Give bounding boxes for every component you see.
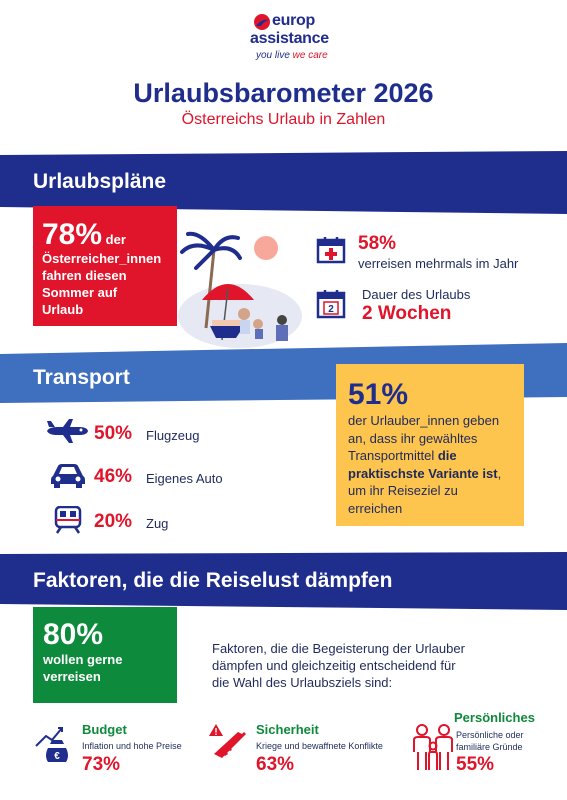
plans-stat1-text: verreisen mehrmals im Jahr bbox=[358, 256, 519, 271]
factor-budget-desc: Inflation und hohe Preise bbox=[82, 741, 182, 751]
factor-budget-title: Budget bbox=[82, 722, 127, 737]
page-title: Urlaubsbarometer 2026 bbox=[133, 78, 434, 108]
factor-personal-title: Persönliches bbox=[454, 710, 535, 725]
transport-highlight-line5: um ihr Reiseziel zu bbox=[348, 483, 458, 498]
factor-personal-pct: 55% bbox=[456, 754, 495, 775]
plans-stat2-label: Dauer des Urlaubs bbox=[362, 287, 471, 302]
brand-tagline-part2: we care bbox=[289, 50, 328, 61]
plans-main-pct: 78% bbox=[42, 218, 103, 251]
plans-main-line1: Österreicher_innen bbox=[42, 251, 162, 266]
plans-stat2-value: 2 Wochen bbox=[362, 303, 452, 324]
money-bag-icon: € bbox=[35, 727, 68, 762]
transport-highlight-line3-bold: die bbox=[437, 448, 457, 463]
calendar-plus-icon bbox=[316, 237, 346, 264]
transport-item3-pct: 20% bbox=[94, 511, 133, 532]
transport-item1-label: Flugzeug bbox=[146, 428, 200, 443]
train-icon bbox=[54, 506, 82, 534]
plans-main-line3: Sommer auf bbox=[42, 285, 118, 300]
plans-main-line4: Urlaub bbox=[42, 302, 84, 317]
transport-item3-label: Zug bbox=[146, 516, 169, 531]
factors-intro: Faktoren, die die Begeisterung der Urlau… bbox=[212, 640, 465, 691]
factor-safety-desc: Kriege und bewaffnete Konflikte bbox=[256, 741, 383, 751]
factors-intro-line1: Faktoren, die die Begeisterung der Urlau… bbox=[212, 641, 465, 656]
brand-tagline-part1: you live bbox=[256, 50, 290, 61]
brand-logo-icon bbox=[254, 14, 270, 30]
airplane-icon bbox=[47, 419, 88, 443]
factor-personal-desc: Persönliche oder familiäre Gründe bbox=[456, 729, 524, 753]
section-title-plans: Urlaubspläne bbox=[33, 170, 167, 193]
calendar-day-number: 2 bbox=[328, 304, 334, 315]
factors-intro-line3: die Wahl des Urlaubsziels sind: bbox=[212, 675, 393, 690]
transport-item2-label: Eigenes Auto bbox=[146, 471, 223, 486]
calendar-day-icon: 2 bbox=[316, 290, 346, 319]
factor-safety-title: Sicherheit bbox=[256, 722, 319, 737]
factor-safety-pct: 63% bbox=[256, 754, 295, 775]
transport-highlight-line4-post: , bbox=[497, 465, 502, 481]
plans-main-line2: fahren diesen bbox=[42, 268, 127, 283]
stat-box-78: 78% der Österreicher_innen fahren diesen… bbox=[33, 206, 177, 326]
plans-stat1-pct: 58% bbox=[358, 233, 397, 254]
stat-box-80: 80% wollen gerne verreisen bbox=[33, 607, 177, 703]
page-subtitle: Österreichs Urlaub in Zahlen bbox=[181, 111, 386, 128]
transport-highlight-line3: Transportmittel die bbox=[348, 447, 514, 465]
factor-budget-pct: 73% bbox=[82, 754, 121, 775]
transport-highlight-line3-pre: Transportmittel bbox=[348, 448, 438, 463]
plans-main-word: der bbox=[102, 232, 126, 247]
transport-item2-pct: 46% bbox=[94, 466, 133, 487]
transport-highlight-line1: der Urlauber_innen geben bbox=[348, 413, 500, 428]
beach-illustration bbox=[178, 231, 302, 348]
factors-main-pct: 80% bbox=[43, 618, 104, 651]
brand-name-line1: europ bbox=[272, 12, 315, 29]
car-icon bbox=[51, 464, 85, 488]
section-title-transport: Transport bbox=[33, 366, 130, 389]
factors-intro-line2: dämpfen und gleichzeitig entscheidend fü… bbox=[212, 658, 456, 673]
transport-highlight-line4-bold: praktischste Variante ist bbox=[348, 465, 498, 481]
factor-personal-desc-line2: familiäre Gründe bbox=[456, 742, 523, 752]
transport-highlight-pct: 51% bbox=[348, 378, 409, 411]
transport-highlight-line2: an, dass ihr gewähltes bbox=[348, 430, 478, 446]
transport-item1-pct: 50% bbox=[94, 423, 133, 444]
factor-personal-desc-line1: Persönliche oder bbox=[456, 730, 524, 740]
section-title-factors: Faktoren, die die Reiselust dämpfen bbox=[33, 569, 393, 592]
weapon-warning-icon bbox=[209, 724, 246, 758]
family-icon bbox=[413, 724, 453, 770]
svg-text:€: € bbox=[54, 751, 60, 762]
transport-highlight-line6: erreichen bbox=[348, 500, 403, 516]
stat-box-51: 51% der Urlauber_innen geben an, dass ih… bbox=[336, 364, 524, 526]
factors-main-line2: verreisen bbox=[43, 669, 101, 684]
brand-tagline: you live we care bbox=[256, 50, 328, 61]
transport-highlight-line4: praktischste Variante ist, bbox=[348, 465, 514, 483]
factors-main-line1: wollen gerne bbox=[43, 652, 123, 667]
brand-name-line2: assistance bbox=[250, 30, 329, 47]
